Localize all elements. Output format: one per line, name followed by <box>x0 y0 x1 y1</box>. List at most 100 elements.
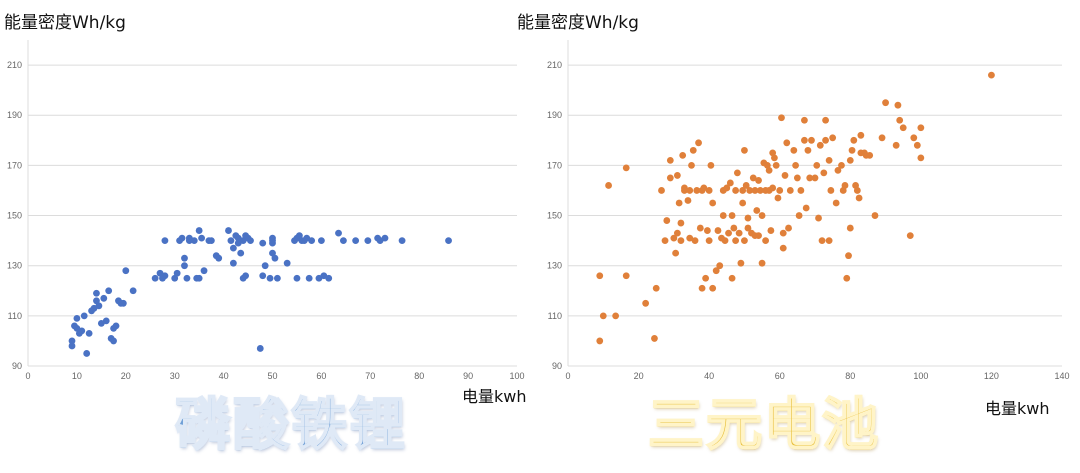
chart-ncm-point <box>758 212 766 219</box>
chart-ncm-point <box>622 164 630 172</box>
chart-lfp-xtick-label: 70 <box>365 371 375 381</box>
chart-lfp-xtick-label: 80 <box>414 371 424 381</box>
chart-lfp-point <box>181 262 188 270</box>
chart-ncm-ytick-label: 110 <box>548 311 562 321</box>
chart-lfp-point <box>227 237 235 245</box>
chart-ncm-point <box>726 179 734 187</box>
chart-ncm-point <box>642 299 650 307</box>
chart-ncm-ytick-label: 190 <box>547 110 562 120</box>
chart-ncm-point <box>725 229 732 237</box>
chart-lfp-point <box>190 237 198 245</box>
chart-ncm-point <box>822 136 829 144</box>
chart-lfp-point <box>271 254 279 262</box>
chart-ncm-point <box>693 187 701 194</box>
chart-ncm-point <box>808 136 815 144</box>
chart-ncm-point <box>673 229 681 237</box>
chart-lfp-ytick-label: 190 <box>7 110 22 120</box>
chart-lfp-point <box>80 312 88 320</box>
chart-lfp-xtick-label: 0 <box>25 371 30 381</box>
chart-lfp: 能量密度Wh/kg 90 110 130 150 170 190 210 0 10 20 30 40… <box>4 13 527 406</box>
chart-ncm-point <box>686 234 694 242</box>
chart-ncm-point <box>703 227 711 234</box>
chart-lfp-point <box>305 274 313 282</box>
chart-ncm-ytick-label: 170 <box>547 160 562 170</box>
chart-ncm-point <box>871 212 879 219</box>
chart-lfp-ytick-label: 210 <box>7 60 22 70</box>
chart-lfp-point <box>293 274 301 282</box>
chart-ncm-point <box>612 312 620 320</box>
chart-ncm-point <box>705 237 713 245</box>
chart-ncm-point <box>786 187 794 194</box>
chart-ncm-xtick-label: 80 <box>845 371 855 381</box>
chart-ncm-point <box>735 229 743 237</box>
chart-ncm-point <box>658 187 665 194</box>
chart-lfp-point <box>85 330 93 337</box>
chart-lfp-point <box>225 227 232 234</box>
chart-ncm-point <box>732 187 740 194</box>
chart-ncm-xtick-label: 20 <box>634 371 644 381</box>
chart-ncm-point <box>892 141 900 149</box>
chart-ncm-point <box>737 259 745 267</box>
chart-ncm-xlabel: 电量kwh <box>985 399 1050 418</box>
chart-lfp-xtick-label: 30 <box>170 371 180 381</box>
chart-ncm-point <box>622 272 630 280</box>
chart-ncm-grid <box>567 40 1062 367</box>
chart-ncm-yticks: 90 110 130 150 170 190 210 <box>547 60 562 371</box>
chart-ncm-point <box>785 224 792 232</box>
chart-ncm-point <box>723 184 731 192</box>
chart-lfp-point <box>340 237 347 245</box>
chart-lfp-point <box>229 244 237 252</box>
chart-lfp-point <box>207 237 215 245</box>
chart-ncm-ytick-label: 90 <box>552 361 562 371</box>
chart-ncm-point <box>795 212 803 219</box>
chart-ncm-point <box>728 274 736 282</box>
chart-ncm-point <box>878 134 886 142</box>
chart-ncm-point <box>818 237 826 245</box>
chart-lfp-xtick-label: 90 <box>463 371 473 381</box>
chart-lfp-point <box>398 237 406 245</box>
chart-lfp-point <box>161 272 169 280</box>
chart-ncm-point <box>797 187 805 194</box>
chart-lfp-point <box>93 289 100 297</box>
chart-lfp-point <box>283 259 291 267</box>
chart-ncm-point <box>845 252 852 260</box>
chart-ncm-point <box>779 229 787 237</box>
chart-lfp-point <box>195 227 203 234</box>
chart-ncm-xtick-label: 0 <box>565 371 570 381</box>
chart-lfp-xtick-label: 20 <box>121 371 131 381</box>
chart-ncm-point <box>793 174 801 182</box>
chart-lfp-point <box>266 274 274 282</box>
chart-ncm-point <box>741 237 748 245</box>
chart-ncm-point <box>882 99 889 107</box>
chart-lfp-point <box>335 229 342 237</box>
chart-lfp-point <box>256 345 264 352</box>
chart-ncm-point <box>917 124 925 132</box>
chart-ncm-point <box>779 244 787 252</box>
chart-ncm-point <box>772 161 780 169</box>
chart-lfp-yticks: 90 110 130 150 170 190 210 <box>7 60 22 371</box>
chart-ncm-point <box>756 187 764 194</box>
chart-ncm-point <box>815 214 822 222</box>
chart-ncm: 能量密度Wh/kg 90 110 130 150 170 190 210 0 20 40 60 80… <box>517 13 1070 418</box>
chart-lfp-point <box>229 259 237 267</box>
chart-ncm-point <box>838 161 845 169</box>
chart-lfp-point <box>308 237 316 245</box>
chart-ncm-point <box>829 134 837 142</box>
chart-ncm-point <box>846 156 854 164</box>
chart-ncm-point <box>899 124 907 132</box>
chart-ncm-point <box>741 146 748 154</box>
chart-ncm-point <box>605 182 612 189</box>
chart-ncm-point <box>855 194 863 202</box>
chart-ncm-point <box>670 234 678 242</box>
chart-ncm-point <box>804 146 812 154</box>
chart-ncm-point <box>853 187 861 194</box>
chart-lfp-point <box>161 237 169 245</box>
chart-ncm-point <box>776 187 784 194</box>
chart-ncm-point <box>652 284 660 292</box>
chart-ncm-point <box>765 167 773 174</box>
chart-ncm-point <box>767 227 775 234</box>
chart-ncm-point <box>801 116 808 124</box>
chart-ncm-point <box>806 174 814 182</box>
chart-ncm-ytick-label: 210 <box>547 60 562 70</box>
